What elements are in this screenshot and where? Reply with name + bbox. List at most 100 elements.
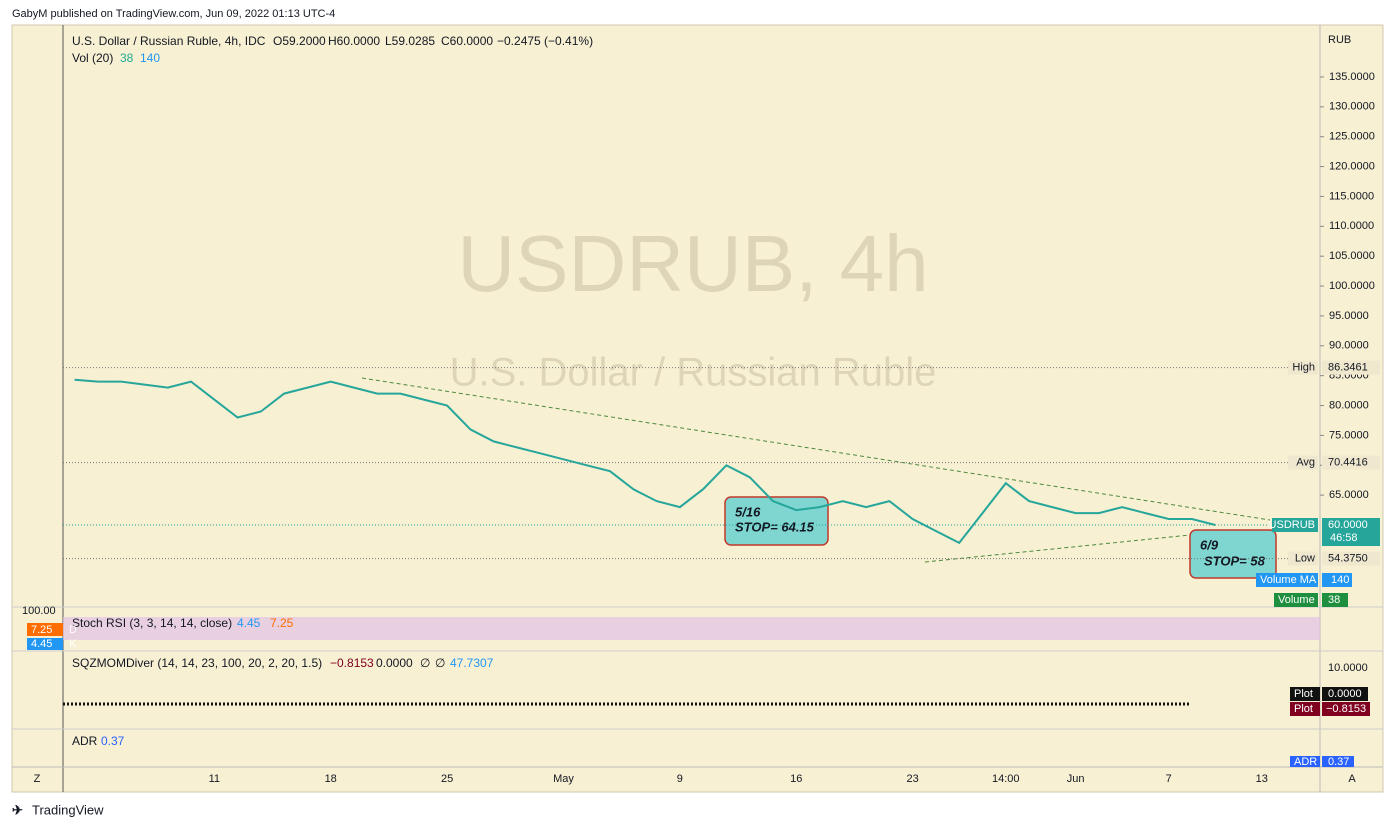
stoch-k-tag: K [69,638,77,650]
x-tick-label: 23 [907,773,919,785]
countdown: 46:58 [1330,532,1358,544]
label-box [1322,360,1380,375]
trend-line [924,534,1191,563]
adr-title: ADR [72,734,98,748]
trend-line [361,377,1271,521]
label-box [1322,455,1380,470]
y-tick-label: 110.0000 [1329,220,1374,232]
legend-high: H60.0000 [328,34,380,48]
label-box [1322,518,1380,547]
label-box [1322,687,1368,701]
label-box [1272,518,1318,533]
sqz-value: −0.8153 [330,656,374,670]
sqz-title: SQZMOMDiver (14, 14, 23, 100, 20, 2, 20,… [72,656,322,670]
stoch-scale: 100.00 [22,605,56,617]
stoch-d: 7.25 [270,616,294,630]
price-line-name: High [1292,362,1315,374]
watermark-name: U.S. Dollar / Russian Ruble [450,351,937,395]
x-tick-label: May [553,773,574,785]
x-tick-label: 18 [325,773,337,785]
y-tick-label: 90.0000 [1329,340,1369,352]
brand-logo: ✈ [12,802,23,817]
annotation-box [1189,529,1277,579]
sqz-value: 0.0000 [376,656,413,670]
y-tick-label: 135.0000 [1329,71,1375,83]
price-line-label: 70.4416 [1328,457,1368,469]
y-tick-label: 125.0000 [1329,131,1375,143]
price-line-label: 86.3461 [1328,362,1368,374]
x-tick-label: 13 [1256,773,1268,785]
label-box [1256,573,1318,587]
axis-button[interactable]: A [1348,773,1356,785]
legend-change: −0.2475 (−0.41%) [497,34,593,48]
label-box [1322,551,1380,566]
label-box [1290,687,1320,701]
y-tick-label: 105.0000 [1329,250,1375,262]
label-box [1288,360,1318,375]
label-box [1288,455,1318,470]
volume-ma-name: Volume MA [1260,574,1317,586]
y-tick-label: 115.0000 [1329,190,1374,202]
annotation-date: 6/9 [1200,537,1219,552]
y-tick-label: 120.0000 [1329,160,1375,172]
label-box [1290,702,1320,716]
annotation-date: 5/16 [735,504,761,519]
adr-badge: 0.37 [1328,756,1349,768]
legend-volume-value: 38 [120,51,134,65]
published: GabyM published on TradingView.com, Jun … [12,8,335,20]
sqz-plot-name: Plot [1294,703,1313,715]
price-line-name: USDRUB [1269,519,1315,531]
stoch-title: Stoch RSI (3, 3, 14, 14, close) [72,616,232,630]
legend-low: L59.0285 [385,34,435,48]
sqz-plot-name: Plot [1294,688,1313,700]
chart-frame [11,24,1384,793]
y-tick-label: 100.0000 [1329,280,1375,292]
x-tick-label: Jun [1067,773,1085,785]
label-box [1322,756,1354,767]
label-box [1290,756,1320,767]
axis-button[interactable]: Z [34,773,41,785]
stoch-k-badge: 4.45 [31,638,52,650]
y-tick-label: 75.0000 [1329,429,1369,441]
volume-ma-value: 140 [1331,574,1349,586]
x-tick-label: 25 [441,773,453,785]
stoch-band [63,617,1320,640]
stoch-d-tag: D [69,624,77,636]
x-tick-label: 16 [790,773,802,785]
adr-name: ADR [1294,756,1317,768]
label-box [1322,593,1348,607]
label-box [27,638,63,650]
price-line-name: Avg [1296,457,1315,469]
label-box [1274,593,1318,607]
y-tick-label: 95.0000 [1329,310,1369,322]
volume-value: 38 [1328,594,1340,606]
label-box [1288,551,1318,566]
legend-volume: Vol (20) [72,51,113,65]
x-tick-label: 7 [1166,773,1172,785]
price-line-series [74,378,1216,545]
volume-name: Volume [1278,594,1315,606]
sqz-plot-value: −0.8153 [1326,703,1366,715]
label-box [1322,573,1352,587]
stoch-k: 4.45 [237,616,261,630]
stoch-d-badge: 7.25 [31,624,52,636]
x-tick-label: 11 [209,773,220,785]
currency: RUB [1328,34,1351,46]
x-tick-label: 9 [677,773,683,785]
legend-open: O59.2000 [273,34,326,48]
sqz-value: ∅ [420,656,430,670]
legend-volume-ma: 140 [140,51,160,65]
price-line-label: 54.3750 [1328,553,1368,565]
sqz-value: ∅ [435,656,445,670]
x-tick-label: 14:00 [992,773,1020,785]
sqz-plot-value: 0.0000 [1328,688,1362,700]
label-box [27,623,63,636]
price-line-name: Low [1295,553,1315,565]
brand: TradingView [32,802,104,817]
annotation-text: STOP= 64.15 [735,519,815,534]
legend-symbol: U.S. Dollar / Russian Ruble, 4h, IDC [72,34,266,48]
y-tick-label: 80.0000 [1329,399,1369,411]
sqz-value: 47.7307 [450,656,494,670]
